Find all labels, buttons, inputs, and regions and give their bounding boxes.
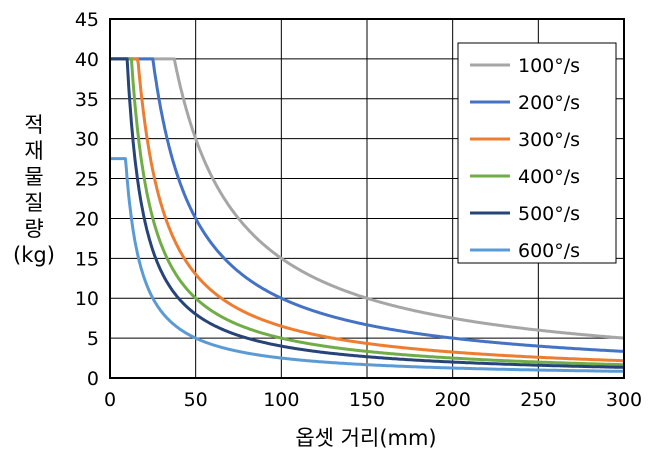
series-line	[109, 57, 625, 363]
legend-label: 300°/s	[518, 129, 580, 151]
x-axis-title: 옵셋 거리(mm)	[295, 426, 436, 450]
y-tick-label: 40	[75, 49, 99, 71]
legend-label: 600°/s	[518, 240, 580, 262]
x-tick-labels: 0 50 100 150 200 250 300	[104, 389, 642, 411]
legend-label: 400°/s	[518, 166, 580, 188]
y-tick-label: 45	[75, 9, 99, 31]
legend-label: 500°/s	[518, 203, 580, 225]
legend-box	[457, 42, 617, 264]
series-line	[109, 57, 625, 353]
series-line	[109, 157, 625, 373]
y-tick-label: 15	[75, 248, 99, 270]
y-tick-label: 35	[75, 89, 99, 111]
x-tick-label: 50	[184, 389, 208, 411]
legend-label: 200°/s	[518, 92, 580, 114]
x-tick-label: 250	[520, 389, 556, 411]
y-axis-title-char: 질	[24, 191, 43, 215]
x-tick-label: 100	[263, 389, 299, 411]
x-tick-label: 200	[435, 389, 471, 411]
y-tick-label: 0	[87, 368, 99, 390]
plot-frame	[109, 18, 625, 379]
y-axis-title-char: 물	[24, 165, 43, 189]
y-tick-label: 25	[75, 169, 99, 191]
y-axis-title-char: (kg)	[13, 243, 55, 267]
y-axis-title-char: 재	[24, 139, 43, 163]
y-tick-label: 5	[87, 328, 99, 350]
series-line	[109, 57, 625, 367]
y-tick-labels: 0 5 10 15 20 25 30 35 40 45	[75, 9, 99, 390]
x-tick-label: 150	[349, 389, 385, 411]
series-lines	[109, 57, 625, 373]
y-tick-label: 10	[75, 288, 99, 310]
y-axis-title-char: 량	[24, 217, 43, 241]
x-tick-label: 0	[104, 389, 116, 411]
x-tick-label: 300	[606, 389, 642, 411]
series-line	[109, 57, 625, 369]
legend-label: 100°/s	[518, 55, 580, 77]
y-axis-title-char: 적	[24, 113, 43, 137]
y-tick-label: 20	[75, 208, 99, 230]
series-line	[109, 57, 625, 340]
y-tick-label: 30	[75, 129, 99, 151]
legend: 100°/s 200°/s 300°/s 400°/s 500°/s 600°/s	[457, 42, 617, 264]
